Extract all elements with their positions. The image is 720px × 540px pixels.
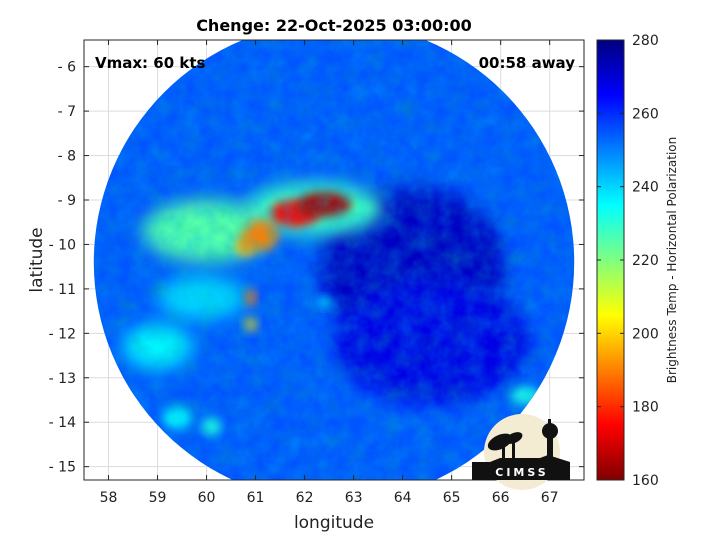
y-axis-ticks: - 6 - 7 - 8 - 9 - 10 - 11 - 12 - 13 - 14 - 15	[49, 60, 584, 476]
x-tick-label: 62	[296, 490, 314, 506]
y-tick-label: - 8	[58, 149, 76, 165]
x-axis-ticks: 58 59 60 61 62 63 64 65 66 67	[100, 40, 559, 506]
colorbar-tick-label: 200	[632, 326, 659, 342]
x-axis-title: longitude	[294, 513, 374, 533]
x-tick-label: 66	[492, 490, 510, 506]
colorbar-tick-label: 180	[632, 400, 659, 416]
x-tick-label: 67	[541, 490, 559, 506]
colorbar-tick-label: 220	[632, 253, 659, 269]
y-tick-label: - 11	[49, 282, 76, 298]
x-tick-label: 60	[198, 490, 216, 506]
x-tick-label: 61	[247, 490, 265, 506]
colorbar-tick-label: 240	[632, 180, 659, 196]
y-tick-label: - 15	[49, 460, 76, 476]
time-away-annotation: 00:58 away	[479, 54, 576, 72]
colorbar-tick-label: 160	[632, 473, 659, 489]
colorbar-tick-label: 280	[632, 33, 659, 49]
chart-title: Chenge: 22-Oct-2025 03:00:00	[196, 16, 472, 35]
x-tick-label: 65	[443, 490, 461, 506]
satellite-dish-icon	[487, 432, 523, 460]
logo-text: CIMSS	[495, 466, 548, 479]
colorbar-ramp	[596, 39, 625, 481]
colorbar-ticks: 280 260 240 220 200 180 160	[597, 33, 659, 489]
y-tick-label: - 9	[58, 193, 76, 209]
texture-noise	[93, 40, 575, 480]
y-tick-label: - 7	[58, 104, 76, 120]
axes-frame	[83, 39, 585, 481]
y-tick-label: - 10	[49, 237, 76, 253]
y-axis-title: latitude	[27, 227, 47, 292]
colorbar: 280 260 240 220 200 180 160 Brightness Temp - …	[596, 33, 679, 489]
x-tick-label: 64	[394, 490, 412, 506]
vmax-annotation: Vmax: 60 kts	[95, 54, 205, 72]
cimss-logo: CIMSS	[472, 414, 570, 490]
x-tick-label: 59	[149, 490, 167, 506]
y-tick-label: - 13	[49, 371, 76, 387]
colorbar-tick-label: 260	[632, 106, 659, 122]
colorbar-title: Brightness Temp - Horizontal Polarizatio…	[665, 137, 679, 384]
x-tick-label: 63	[345, 490, 363, 506]
y-tick-label: - 6	[58, 60, 77, 76]
y-tick-label: - 14	[49, 415, 76, 431]
y-tick-label: - 12	[49, 326, 76, 342]
water-tower-icon	[542, 419, 558, 459]
x-tick-label: 58	[100, 490, 118, 506]
